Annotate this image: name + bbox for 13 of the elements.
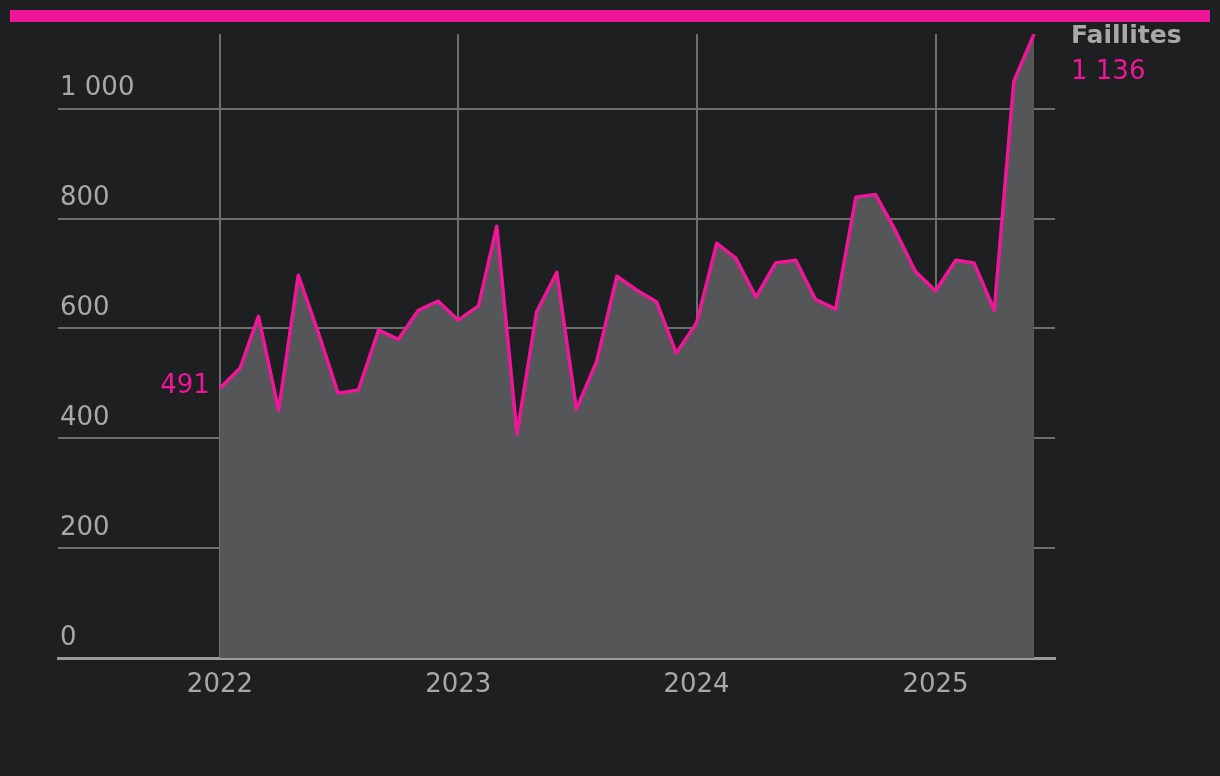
annotation: 491: [160, 369, 210, 400]
annotation: 1 136: [1071, 54, 1146, 85]
y-tick-label: 600: [60, 291, 110, 322]
y-tick-label: 0: [60, 620, 77, 651]
x-tick-label: 2023: [425, 668, 492, 699]
y-tick-label: 400: [60, 401, 110, 432]
x-tick-label: 2022: [186, 668, 254, 699]
x-tick-label: 2025: [902, 668, 969, 699]
y-tick-label: 200: [60, 510, 110, 541]
y-tick-label: 800: [60, 181, 110, 212]
x-tick-label: 2024: [663, 668, 730, 699]
series-label: Faillites: [1071, 19, 1182, 49]
y-tick-label: 1 000: [60, 71, 135, 102]
